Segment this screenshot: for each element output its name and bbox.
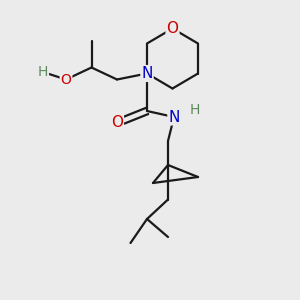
Text: H: H (38, 65, 48, 79)
Text: O: O (111, 116, 123, 130)
Text: H: H (189, 103, 200, 116)
Text: N: N (141, 66, 153, 81)
Text: O: O (167, 21, 178, 36)
Text: O: O (61, 73, 71, 86)
Text: N: N (168, 110, 180, 124)
